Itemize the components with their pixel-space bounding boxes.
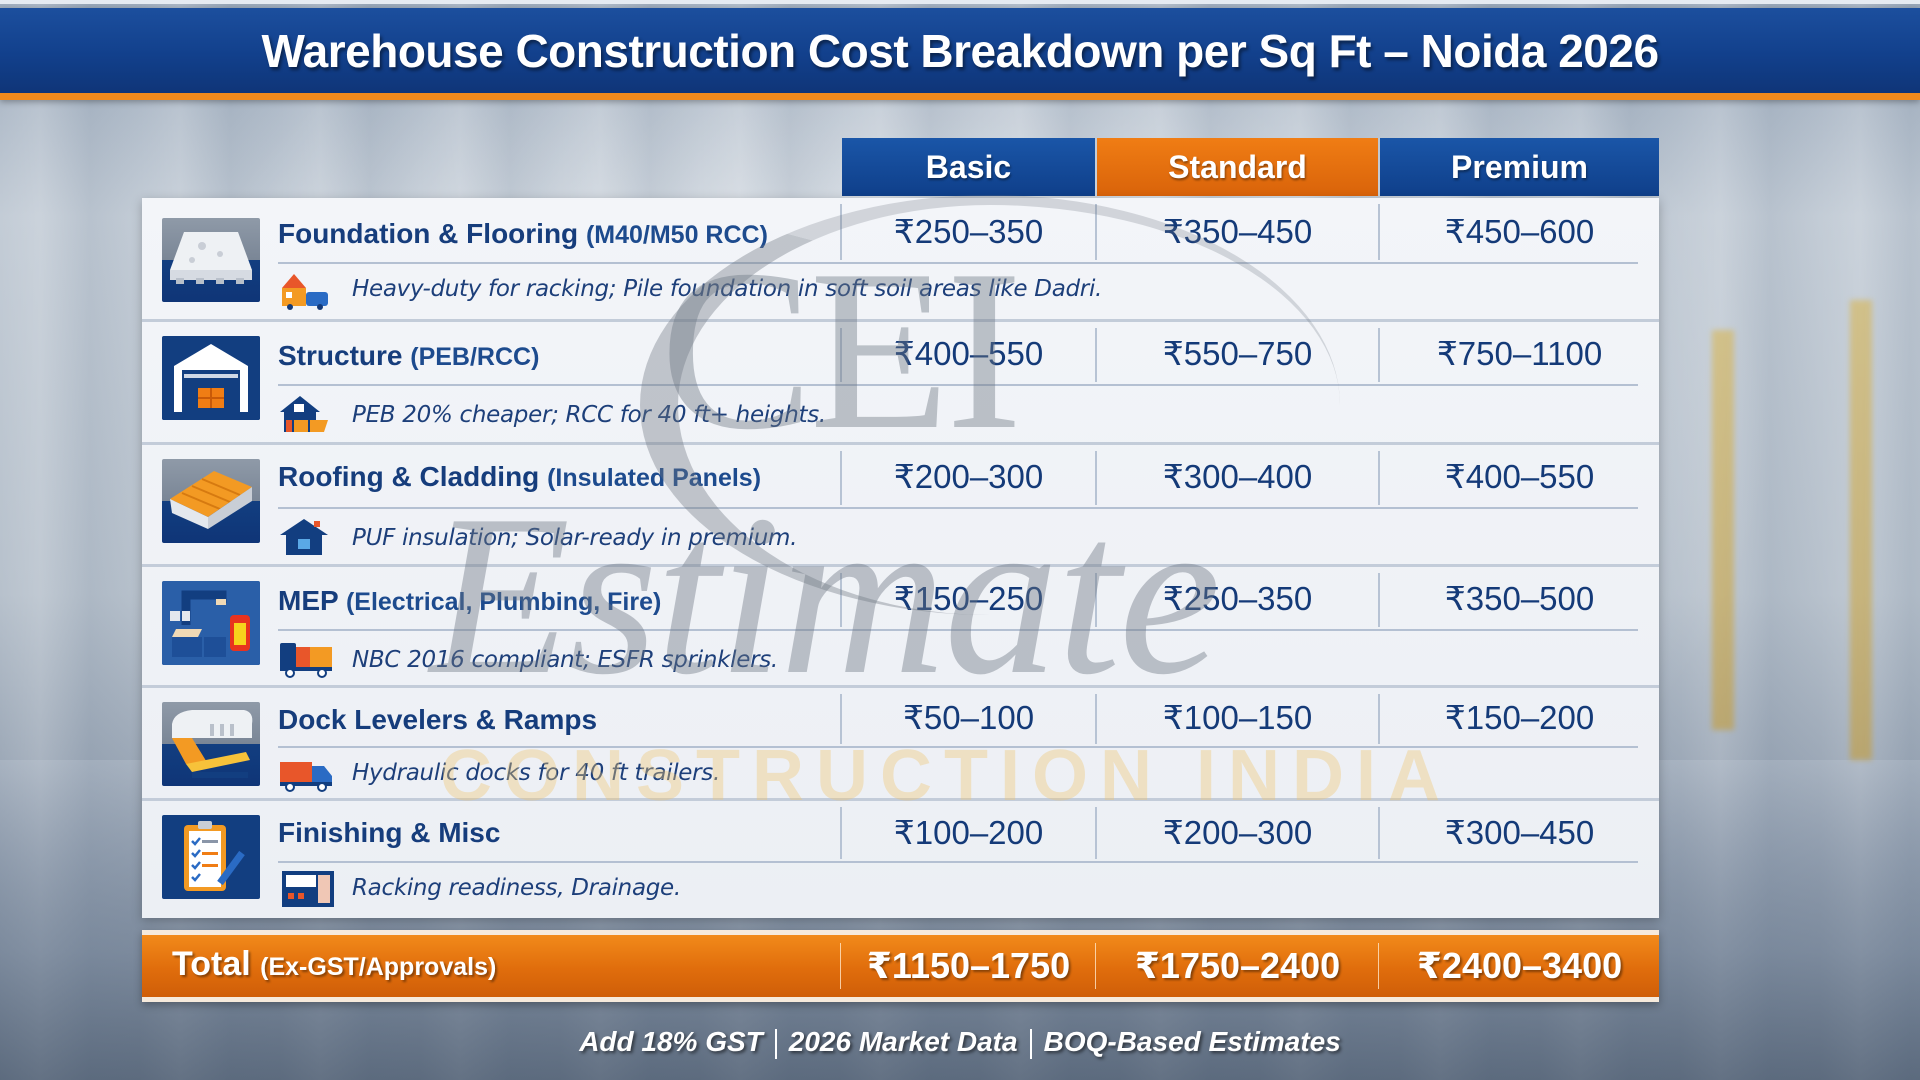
column-divider xyxy=(1378,204,1380,260)
table-row-mep: MEP (Electrical, Plumbing, Fire) NBC 201… xyxy=(142,567,1659,688)
clipboard-checklist-icon xyxy=(162,815,260,899)
row-note: PEB 20% cheaper; RCC for 40 ft+ heights. xyxy=(352,402,826,428)
warehouse-frame-icon xyxy=(162,336,260,420)
cost-table: Foundation & Flooring (M40/M50 RCC) Heav… xyxy=(142,198,1659,918)
row-divider xyxy=(278,746,1638,748)
column-divider xyxy=(1378,328,1380,382)
cell-basic: ₹200–300 xyxy=(893,458,1044,495)
column-header-basic: Basic xyxy=(842,138,1095,196)
column-divider xyxy=(840,328,842,382)
pipes-extinguisher-icon xyxy=(162,581,260,665)
column-divider xyxy=(1378,451,1380,505)
column-divider xyxy=(1378,573,1380,627)
rack-icon xyxy=(278,869,336,909)
house-truck-icon xyxy=(278,270,336,310)
table-row-finishing: Finishing & Misc Racking readiness, Drai… xyxy=(142,801,1659,918)
column-divider xyxy=(1095,943,1096,989)
total-standard: ₹1750–2400 xyxy=(1134,945,1341,986)
row-divider xyxy=(278,861,1638,863)
background-pillar xyxy=(1712,330,1734,730)
cell-standard: ₹100–150 xyxy=(1162,699,1313,736)
footer-note: Add 18% GST 2026 Market Data BOQ-Based Est… xyxy=(0,1026,1920,1059)
column-header-premium-label: Premium xyxy=(1451,148,1588,185)
cell-standard: ₹550–750 xyxy=(1162,335,1313,372)
total-premium: ₹2400–3400 xyxy=(1416,945,1623,986)
background-pillar xyxy=(1850,300,1872,760)
footer-item-market-data: 2026 Market Data xyxy=(788,1026,1018,1057)
cell-basic: ₹100–200 xyxy=(893,814,1044,851)
cell-standard: ₹350–450 xyxy=(1162,213,1313,250)
row-divider xyxy=(278,384,1638,386)
roof-panel-icon xyxy=(162,459,260,543)
concrete-slab-icon xyxy=(162,218,260,302)
table-row-foundation: Foundation & Flooring (M40/M50 RCC) Heav… xyxy=(142,198,1659,322)
column-divider xyxy=(1095,694,1097,744)
row-note: Hydraulic docks for 40 ft trailers. xyxy=(352,760,720,786)
column-divider xyxy=(840,807,842,859)
total-basic: ₹1150–1750 xyxy=(866,945,1071,986)
cell-basic: ₹400–550 xyxy=(893,335,1044,372)
column-divider xyxy=(1095,573,1097,627)
row-note: Heavy-duty for racking; Pile foundation … xyxy=(352,276,1103,302)
cell-premium: ₹150–200 xyxy=(1444,699,1595,736)
row-note: PUF insulation; Solar-ready in premium. xyxy=(352,525,798,551)
truck-icon xyxy=(278,639,336,679)
row-divider xyxy=(278,507,1638,509)
column-divider xyxy=(840,573,842,627)
cell-standard: ₹250–350 xyxy=(1162,580,1313,617)
truck-icon xyxy=(278,754,336,794)
column-divider xyxy=(840,451,842,505)
column-divider xyxy=(1378,943,1379,989)
total-row: Total (Ex-GST/Approvals) ₹1150–1750 ₹175… xyxy=(142,930,1659,1002)
cell-basic: ₹50–100 xyxy=(902,699,1035,736)
page-title: Warehouse Construction Cost Breakdown pe… xyxy=(261,24,1659,77)
column-divider xyxy=(840,694,842,744)
row-title: Dock Levelers & Ramps xyxy=(278,704,598,735)
footer-item-gst: Add 18% GST xyxy=(579,1026,763,1057)
row-title: Foundation & Flooring (M40/M50 RCC) xyxy=(278,218,768,249)
column-header-standard-label: Standard xyxy=(1168,148,1307,185)
dock-leveler-icon xyxy=(162,702,260,786)
table-row-structure: Structure (PEB/RCC) PEB 20% cheaper; RCC… xyxy=(142,322,1659,445)
house-icon xyxy=(278,517,336,557)
cell-premium: ₹350–500 xyxy=(1444,580,1595,617)
column-divider xyxy=(1095,328,1097,382)
column-divider xyxy=(1095,807,1097,859)
cell-basic: ₹150–250 xyxy=(893,580,1044,617)
row-title: Finishing & Misc xyxy=(278,817,501,848)
column-header-basic-label: Basic xyxy=(925,148,1012,185)
column-divider xyxy=(840,943,841,989)
cell-standard: ₹300–400 xyxy=(1162,458,1313,495)
row-note: Racking readiness, Drainage. xyxy=(352,875,681,901)
title-banner: Warehouse Construction Cost Breakdown pe… xyxy=(0,0,1920,100)
row-title: Roofing & Cladding (Insulated Panels) xyxy=(278,461,762,492)
column-header-standard: Standard xyxy=(1097,138,1378,196)
column-header-premium: Premium xyxy=(1380,138,1659,196)
column-divider xyxy=(1378,807,1380,859)
table-row-roofing: Roofing & Cladding (Insulated Panels) PU… xyxy=(142,445,1659,567)
house-icon xyxy=(278,394,336,434)
row-title: Structure (PEB/RCC) xyxy=(278,340,540,371)
footer-separator xyxy=(774,1028,777,1059)
column-divider xyxy=(1095,204,1097,260)
cell-standard: ₹200–300 xyxy=(1162,814,1313,851)
footer-separator xyxy=(1029,1028,1032,1059)
row-title: MEP (Electrical, Plumbing, Fire) xyxy=(278,585,662,616)
column-divider xyxy=(1378,694,1380,744)
footer-item-boq: BOQ-Based Estimates xyxy=(1043,1026,1341,1057)
column-divider xyxy=(840,204,842,260)
cell-basic: ₹250–350 xyxy=(893,213,1044,250)
cell-premium: ₹750–1100 xyxy=(1436,335,1603,372)
total-label: Total (Ex-GST/Approvals) xyxy=(172,945,497,983)
column-divider xyxy=(1095,451,1097,505)
row-divider xyxy=(278,629,1638,631)
cell-premium: ₹300–450 xyxy=(1444,814,1595,851)
row-note: NBC 2016 compliant; ESFR sprinklers. xyxy=(352,647,778,673)
cell-premium: ₹400–550 xyxy=(1444,458,1595,495)
table-row-dock-levelers: Dock Levelers & Ramps Hydraulic docks fo… xyxy=(142,688,1659,801)
row-divider xyxy=(278,262,1638,264)
cell-premium: ₹450–600 xyxy=(1444,213,1595,250)
